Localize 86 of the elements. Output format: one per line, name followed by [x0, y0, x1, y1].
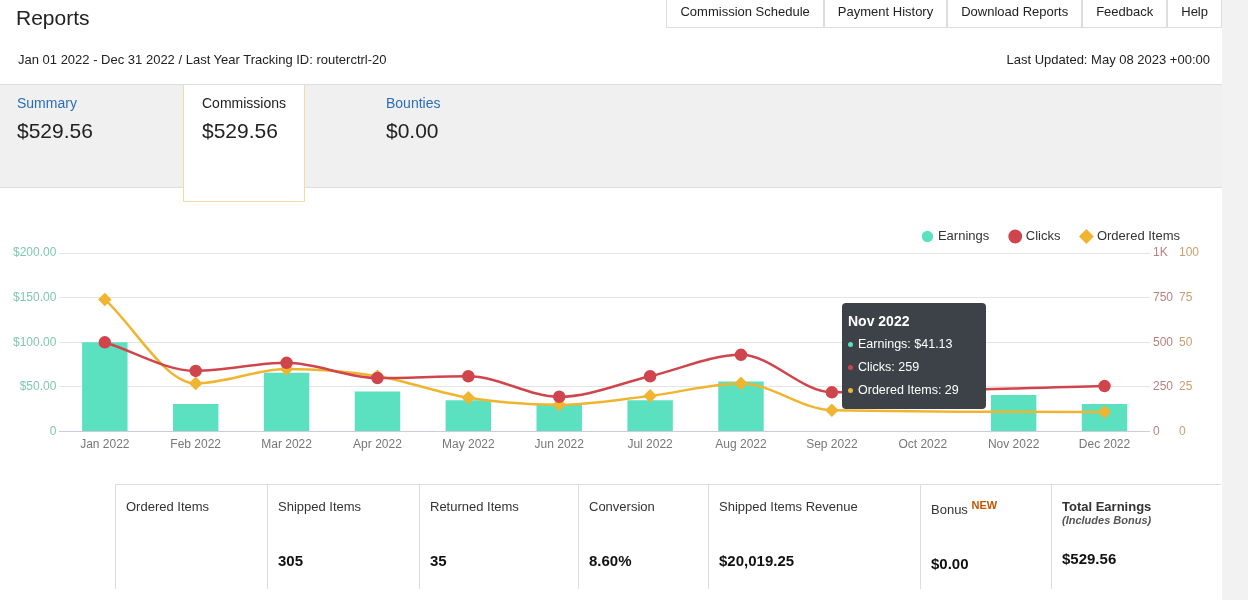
y2-tick-label: 0: [1152, 423, 1160, 438]
y3-tick-label: 25: [1178, 379, 1193, 394]
text: Help: [1167, 0, 1222, 28]
y-tick-label: $150.00: [12, 289, 57, 304]
point: [462, 391, 475, 404]
legend-label: Ordered Items: [1096, 228, 1181, 244]
text: Total Earnings: [1062, 499, 1153, 514]
y3-tick-label: 75: [1178, 289, 1193, 304]
text: $20,019.25: [719, 552, 796, 569]
text: Shipped Items: [278, 499, 363, 514]
y2-tick-label: 250: [1152, 379, 1174, 394]
text: Bounties: [386, 95, 441, 111]
text: $529.56: [17, 119, 93, 143]
bar: [263, 372, 310, 432]
point: [98, 336, 112, 349]
point: [643, 369, 657, 383]
point: [98, 293, 112, 306]
text: 8.60%: [589, 552, 633, 569]
chart-title: Reports: [16, 6, 90, 30]
y2-tick-label: 500: [1152, 334, 1174, 349]
x-tick-label: Jan 2022: [80, 437, 130, 452]
bar: [354, 391, 401, 432]
x-tick-label: Sep 2022: [806, 437, 858, 452]
x-tick-label: Jun 2022: [534, 437, 585, 452]
legend-label: Earnings: [937, 228, 990, 244]
x-tick-label: Apr 2022: [353, 437, 403, 452]
text: $529.56: [1062, 550, 1118, 567]
y3-tick-label: 100: [1178, 245, 1200, 260]
point: [552, 390, 566, 404]
annotation: Ordered Items: 29: [857, 382, 960, 399]
annotation: Clicks: 259: [857, 359, 921, 376]
point: [825, 386, 839, 399]
y-tick-label: $200.00: [12, 245, 57, 260]
text: $0.00: [386, 119, 440, 143]
point: [1098, 379, 1111, 393]
text: 305: [278, 552, 305, 569]
text: Ordered Items: [126, 499, 211, 514]
text: Conversion: [589, 499, 656, 514]
x-tick-label: Aug 2022: [715, 437, 767, 452]
point: [462, 369, 475, 383]
bar: [172, 403, 219, 432]
bar: [718, 381, 764, 432]
bar: [627, 400, 673, 432]
y3-tick-label: 50: [1178, 334, 1193, 349]
text: Feedback: [1082, 0, 1168, 28]
point: [825, 403, 839, 417]
text: Download Reports: [947, 0, 1083, 28]
text: 35: [430, 552, 448, 569]
text: Returned Items: [430, 499, 520, 514]
point: [643, 389, 657, 403]
text: Last Updated: May 08 2023 +00:00: [1006, 52, 1210, 67]
x-tick-label: Mar 2022: [261, 437, 313, 452]
text: Jan 01 2022 - Dec 31 2022 / Last Year Tracking ID: routerctrl-20: [18, 52, 387, 67]
x-tick-label: Jul 2022: [627, 437, 674, 452]
text: $0.00: [931, 555, 970, 573]
y3-tick-label: 0: [1178, 423, 1186, 438]
y2-tick-label: 750: [1152, 289, 1174, 304]
text: Commissions: [202, 95, 287, 111]
annotation: Earnings: $41.13: [857, 336, 954, 353]
text: (Includes Bonus): [1062, 514, 1153, 526]
text: Commission Schedule: [666, 0, 824, 28]
point: [189, 377, 202, 390]
y-tick-label: $50.00: [19, 379, 57, 394]
text: Shipped Items Revenue: [719, 499, 859, 514]
x-tick-label: Oct 2022: [898, 437, 948, 452]
y-tick-label: 0: [49, 423, 57, 438]
y-tick-label: $100.00: [12, 334, 57, 349]
point: [734, 377, 748, 390]
text: Payment History: [823, 0, 948, 28]
x-tick-label: Feb 2022: [170, 437, 222, 452]
annotation: Nov 2022: [848, 312, 911, 331]
text: Summary: [17, 95, 77, 111]
bar: [990, 394, 1037, 432]
text: Bonus: [931, 502, 968, 518]
text: $529.56: [202, 119, 279, 143]
x-tick-label: May 2022: [441, 437, 496, 452]
point: [734, 348, 748, 362]
y2-tick-label: 1K: [1152, 245, 1168, 260]
bar: [82, 342, 128, 432]
x-tick-label: Dec 2022: [1078, 437, 1131, 452]
legend-label: Clicks: [1025, 228, 1061, 244]
point: [189, 364, 202, 378]
x-tick-label: Nov 2022: [987, 437, 1040, 452]
bar: [445, 400, 492, 432]
point: [280, 356, 293, 370]
text: NEW: [971, 499, 998, 511]
